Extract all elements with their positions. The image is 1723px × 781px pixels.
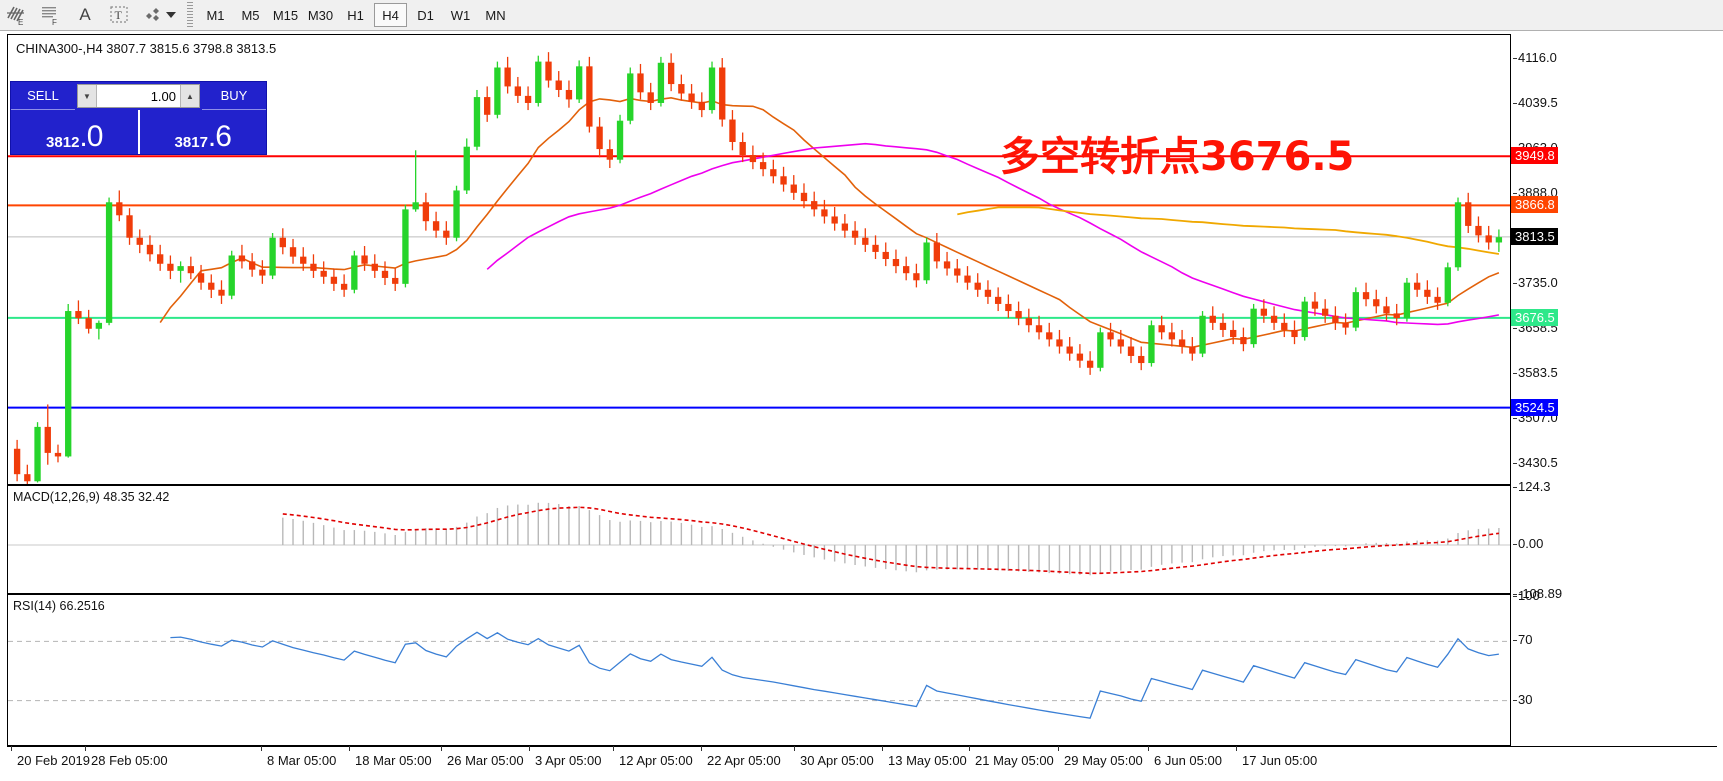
volume-input[interactable]: 1.00 xyxy=(150,88,176,104)
macd-label: MACD(12,26,9) 48.35 32.42 xyxy=(13,490,170,504)
time-label: 12 Apr 05:00 xyxy=(613,746,693,768)
dropdown-caret-icon[interactable] xyxy=(166,12,176,18)
svg-text:E: E xyxy=(18,18,23,26)
indicators-icon[interactable]: E xyxy=(0,1,34,29)
time-label: 21 May 05:00 xyxy=(969,746,1054,768)
timeframe-d1[interactable]: D1 xyxy=(417,7,434,23)
price-scale[interactable]: 4116.04039.53963.03888.03811.53735.03658… xyxy=(1511,34,1717,746)
bid-price[interactable]: 3812 .0 xyxy=(11,110,140,154)
chart-annotation: 多空转折点3676.5 xyxy=(1000,134,1355,180)
time-label: 22 Apr 05:00 xyxy=(701,746,781,768)
time-label: 8 Mar 05:00 xyxy=(260,746,337,768)
time-label: 29 May 05:00 xyxy=(1058,746,1143,768)
time-scale[interactable]: 20 Feb 2019 28 Feb 05:00 8 Mar 05:00 18 Mar… xyxy=(7,746,1717,781)
price-tick: 4116.0 xyxy=(1513,50,1557,66)
symbol-header: CHINA300-,H4 3807.7 3815.6 3798.8 3813.5 xyxy=(16,41,277,56)
rsi-label: RSI(14) 66.2516 xyxy=(13,599,105,613)
buy-button[interactable]: BUY xyxy=(202,82,266,110)
timeframe-h1[interactable]: H1 xyxy=(347,7,364,23)
timeframe-m1[interactable]: M1 xyxy=(206,7,225,23)
timeframe-m30[interactable]: M30 xyxy=(307,7,334,23)
macd-tick: 124.3 xyxy=(1513,479,1551,494)
price-tick: 3430.5 xyxy=(1513,455,1558,471)
macd-tick: 0.00 xyxy=(1512,536,1544,552)
main-toolbar: E F A T M1 M5 M15 M30 H1 H4 D1 W1 xyxy=(0,0,1723,31)
toolbar-separator xyxy=(187,2,193,28)
time-label: 30 Apr 05:00 xyxy=(794,746,874,768)
grid-templates-icon[interactable]: F xyxy=(34,1,68,29)
timeframe-mn[interactable]: MN xyxy=(485,7,506,23)
objects-icon[interactable] xyxy=(136,1,170,29)
sell-button[interactable]: SELL xyxy=(11,82,75,110)
chart-area: CHINA300-,H4 3807.7 3815.6 3798.8 3813.5… xyxy=(0,31,1723,768)
text-label-icon[interactable]: A xyxy=(79,5,91,24)
ask-price[interactable]: 3817 .6 xyxy=(140,110,267,154)
text-box-icon[interactable]: T xyxy=(102,1,136,29)
volume-stepper[interactable]: ▼ 1.00 ▲ xyxy=(77,84,200,108)
trade-panel-top-row: SELL ▼ 1.00 ▲ BUY xyxy=(11,82,266,110)
timeframe-h4[interactable]: H4 xyxy=(374,3,407,27)
time-label: 6 Jun 05:00 xyxy=(1148,746,1222,768)
resistance-red-tag[interactable]: 3949.8 xyxy=(1511,147,1558,165)
price-tick: 3583.5 xyxy=(1513,364,1558,380)
time-label: 18 Mar 05:00 xyxy=(349,746,432,768)
bid-price-int: 3812 xyxy=(46,134,80,151)
volume-up-icon[interactable]: ▲ xyxy=(180,85,199,107)
svg-text:T: T xyxy=(115,8,123,22)
time-label: 3 Apr 05:00 xyxy=(529,746,602,768)
price-tick: 3735.0 xyxy=(1513,275,1558,291)
resistance-orange-tag[interactable]: 3866.8 xyxy=(1511,196,1558,214)
trade-panel-prices: 3812 .0 3817 .6 xyxy=(11,110,266,154)
last-price-tag[interactable]: 3813.5 xyxy=(1511,227,1558,245)
price-tick: 4039.5 xyxy=(1513,95,1558,111)
svg-text:F: F xyxy=(52,18,57,26)
rsi-tick: 100 xyxy=(1513,588,1540,603)
support-blue-tag[interactable]: 3524.5 xyxy=(1511,398,1558,416)
ask-price-int: 3817 xyxy=(174,134,208,151)
timeframe-w1[interactable]: W1 xyxy=(450,7,471,23)
macd-tick: -108.89 xyxy=(1512,586,1563,601)
rsi-tick: 70 xyxy=(1512,632,1533,648)
time-label: 17 Jun 05:00 xyxy=(1235,746,1318,768)
rsi-pane[interactable]: RSI(14) 66.2516 xyxy=(8,597,1510,745)
volume-down-icon[interactable]: ▼ xyxy=(78,85,97,107)
price-tick: 3888.0 xyxy=(1513,184,1558,200)
bid-price-dec: .0 xyxy=(79,120,103,153)
time-label: 20 Feb 2019 xyxy=(10,746,91,768)
ask-price-dec: .6 xyxy=(207,120,232,153)
timeframe-m5[interactable]: M5 xyxy=(241,7,260,23)
time-label: 13 May 05:00 xyxy=(882,746,967,768)
timeframe-m15[interactable]: M15 xyxy=(272,7,299,23)
pivot-green-tag[interactable]: 3676.5 xyxy=(1511,308,1558,326)
rsi-tick: 30 xyxy=(1512,691,1533,707)
macd-pane[interactable]: MACD(12,26,9) 48.35 32.42 xyxy=(8,488,1510,595)
one-click-trade-panel[interactable]: SELL ▼ 1.00 ▲ BUY 3812 .0 3817 .6 xyxy=(10,81,267,155)
time-label: 28 Feb 05:00 xyxy=(85,746,168,768)
time-label: 26 Mar 05:00 xyxy=(441,746,524,768)
